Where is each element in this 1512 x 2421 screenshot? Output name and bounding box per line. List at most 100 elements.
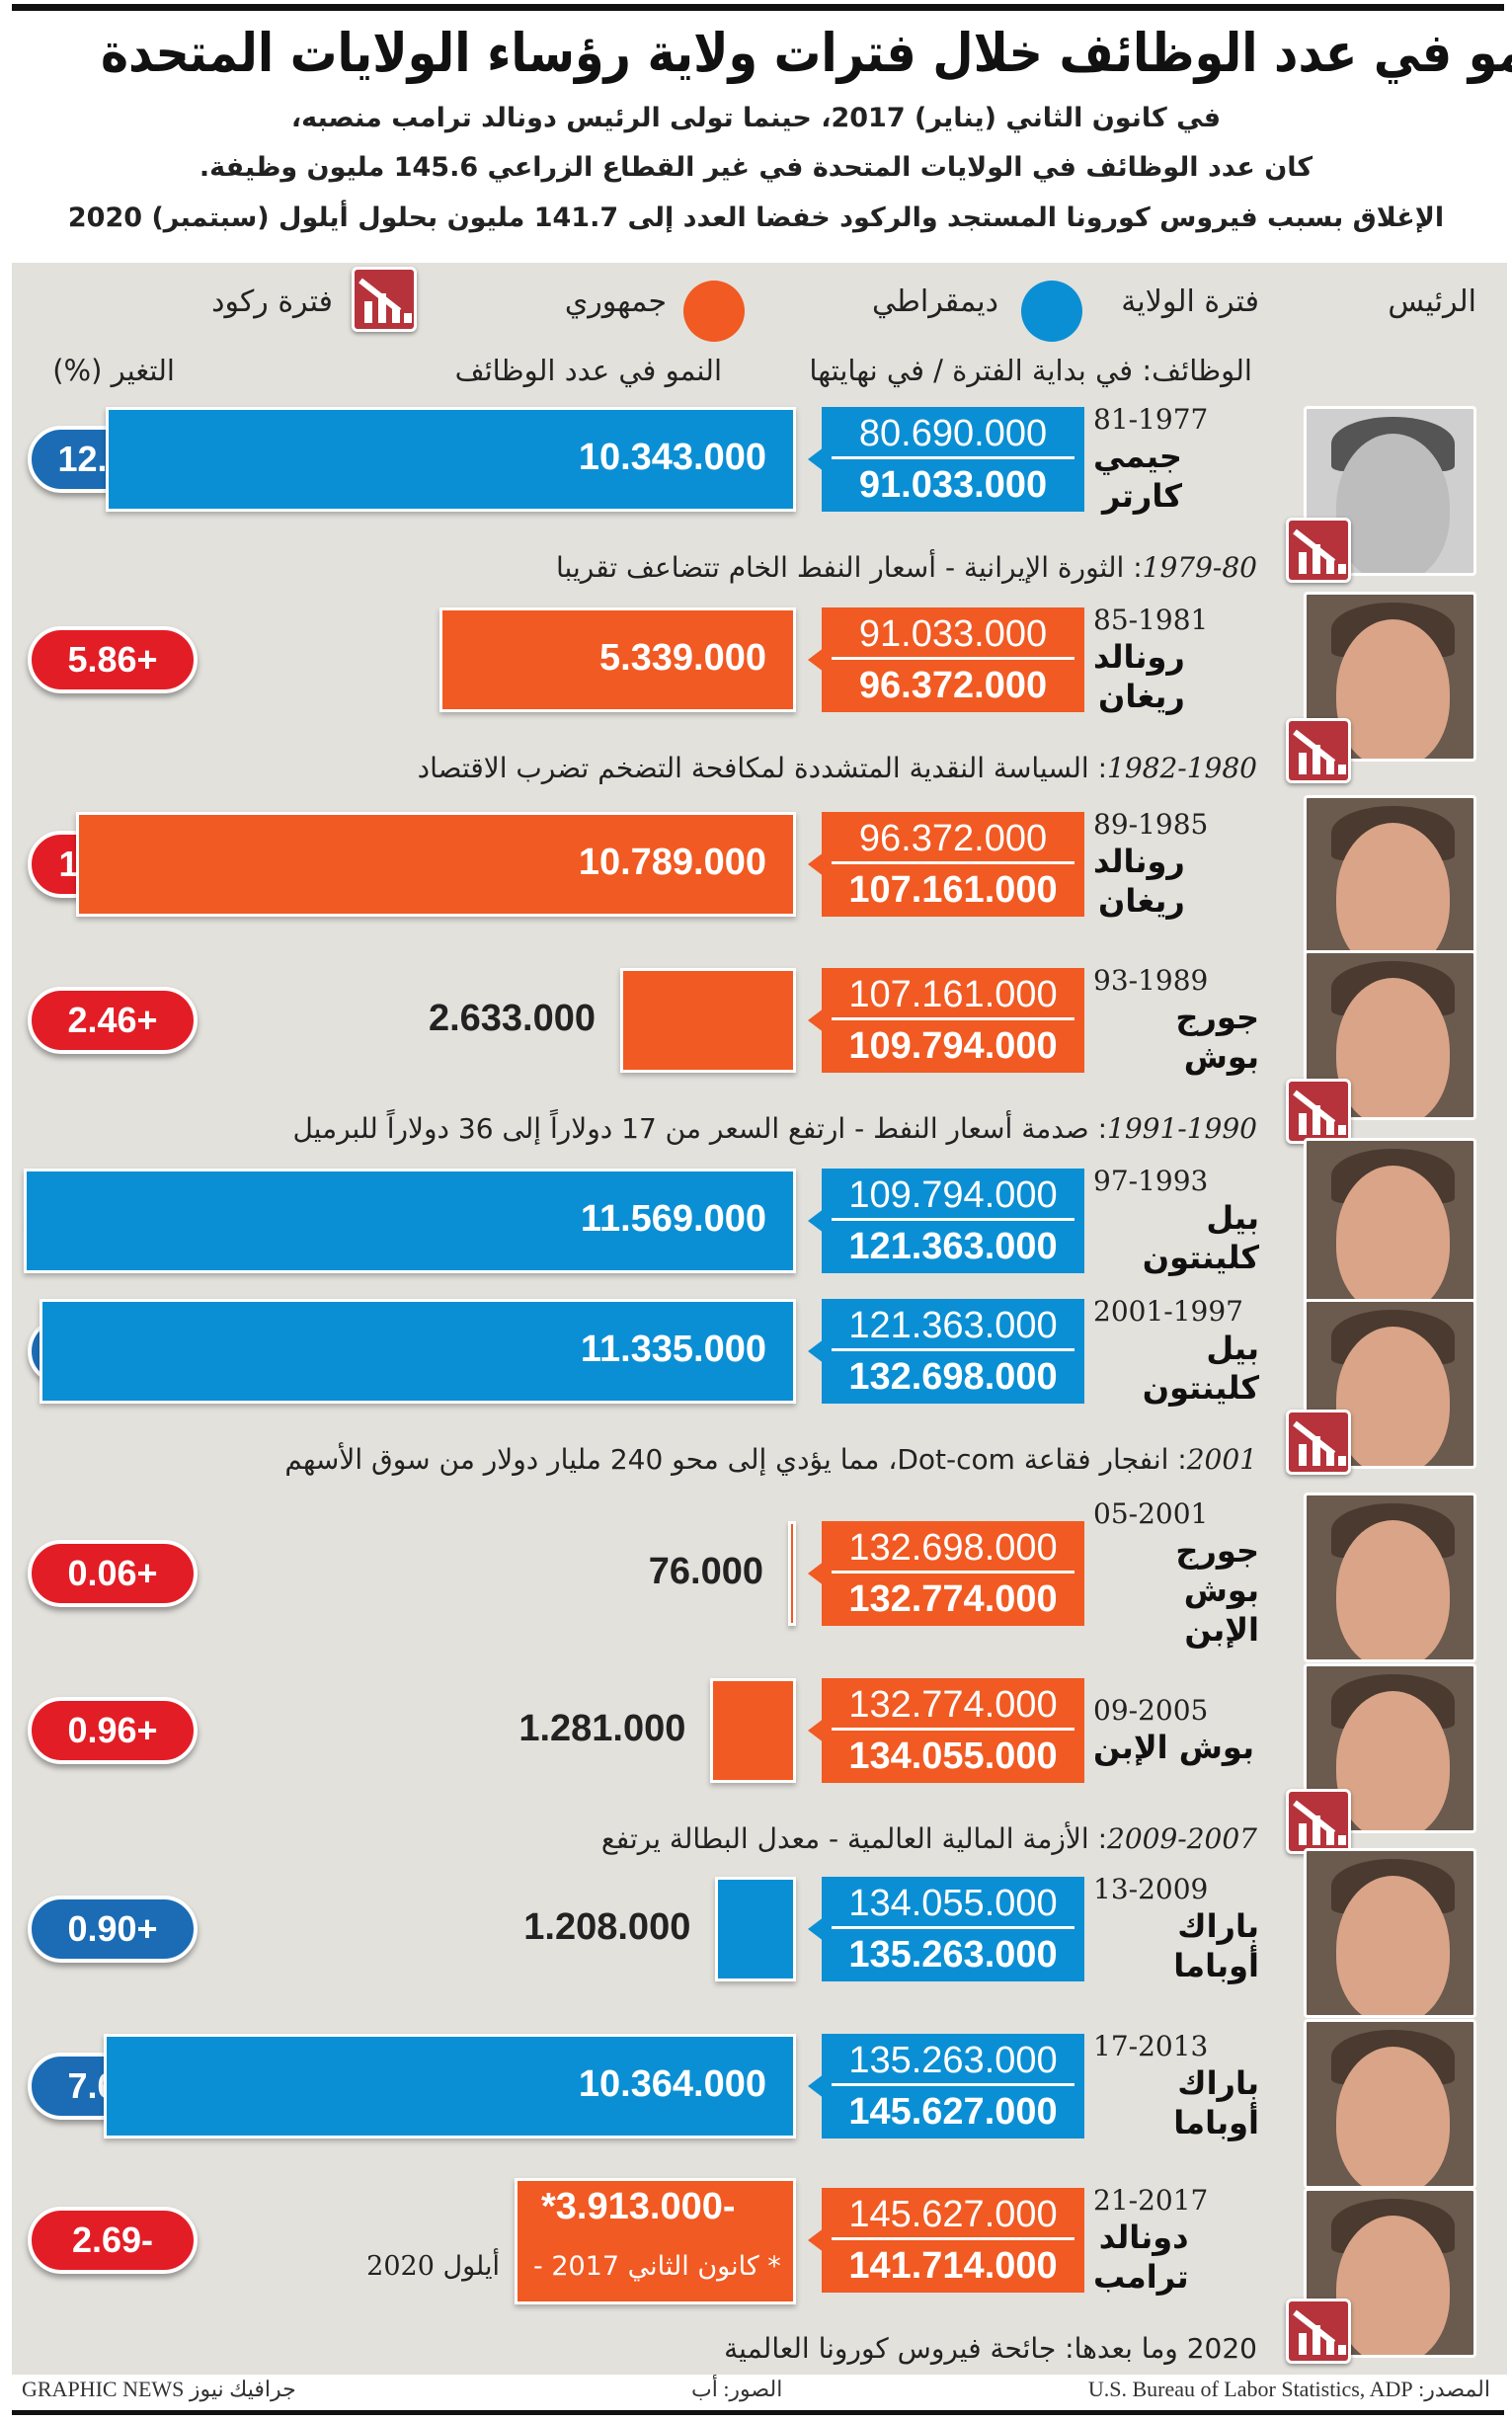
jobs-start: 80.690.000 (832, 411, 1074, 459)
legend-democrat: ديمقراطي (872, 284, 998, 319)
note-text: : انفجار فقاعة Dot-com، مما يؤدي إلى محو… (284, 1443, 1187, 1476)
jobs-box: 134.055.000 135.263.000 (808, 1877, 1084, 1981)
jobs-start: 132.698.000 (832, 1525, 1074, 1574)
president-name: باراك أوباما (1173, 2064, 1259, 2141)
growth-bar (788, 1521, 796, 1626)
jobs-end: 134.055.000 (848, 1735, 1058, 1777)
note-text: : صدمة أسعار النفط - ارتفع السعر من 17 د… (292, 1112, 1108, 1145)
column-header-growth: النمو في عدد الوظائف (454, 354, 722, 387)
growth-value: 2.633.000 (428, 998, 597, 1039)
jobs-start: 107.161.000 (832, 972, 1074, 1020)
footnote-end: أيلول 2020 (366, 2251, 500, 2282)
growth-bar (23, 1169, 796, 1273)
president-row: 2.46+ 2.633.000 107.161.000 109.794.000 … (0, 950, 1512, 1145)
president-row: 7.66+ 10.364.000 135.263.000 145.627.000… (0, 2019, 1512, 2189)
change-badge: 2.46+ (28, 987, 198, 1054)
president-row: 0.06+ 76.000 132.698.000 132.774.000 05-… (0, 1493, 1512, 1662)
president-photo (1304, 795, 1476, 965)
jobs-start: 109.794.000 (832, 1172, 1074, 1221)
change-badge: 0.90+ (28, 1896, 198, 1963)
jobs-box: 132.698.000 132.774.000 (808, 1521, 1084, 1626)
graphic-news-credit: GRAPHIC NEWS جرافيك نيوز (22, 2377, 296, 2401)
subtitle-line-3: الإغلاق بسبب فيروس كورونا المستجد والركو… (67, 202, 1445, 233)
president-label: 2001-1997 بيل كلينتون (1093, 1265, 1259, 1437)
president-label: 97-1993 بيل كلينتون (1093, 1135, 1259, 1307)
jobs-end: 141.714.000 (848, 2245, 1058, 2287)
note-text: : الأزمة المالية العالمية - معدل البطالة… (600, 1822, 1108, 1855)
term-period: 13-2009 (1093, 1873, 1209, 1905)
growth-value: 10.789.000 (578, 842, 766, 883)
subtitle-line-2-container: كان عدد الوظائف في الولايات المتحدة في غ… (0, 152, 1512, 183)
jobs-box: 109.794.000 121.363.000 (808, 1169, 1084, 1273)
jobs-box: 121.363.000 132.698.000 (808, 1299, 1084, 1404)
growth-value: 1.208.000 (523, 1906, 691, 1948)
jobs-end: 121.363.000 (848, 1226, 1058, 1267)
jobs-box: 91.033.000 96.372.000 (808, 607, 1084, 712)
column-header-jobs: الوظائف: في بداية الفترة / في نهايتها (809, 354, 1252, 387)
column-header-change: التغير (%) (52, 354, 175, 387)
president-photo (1304, 1138, 1476, 1308)
term-period: 85-1981 (1093, 604, 1209, 636)
president-name: بيل كلينتون (1142, 1330, 1259, 1407)
president-label: 21-2017 دونالد ترامب (1093, 2154, 1259, 2326)
legend-republican: جمهوري (564, 284, 667, 319)
recession-note: 1979-80: الثورة الإيرانية - أسعار النفط … (556, 551, 1257, 585)
legend-term: فترة الولاية (1121, 284, 1259, 319)
growth-bar (105, 407, 796, 512)
recession-note: 2020 وما بعدها: جائحة فيروس كورونا العال… (724, 2332, 1257, 2366)
growth-bar (715, 1877, 796, 1981)
president-row: 2.69- *3.913.000- 145.627.000 141.714.00… (0, 2178, 1512, 2365)
jobs-end: 107.161.000 (848, 869, 1058, 911)
change-badge: 5.86+ (28, 626, 198, 693)
president-row: 9.34+ 11.335.000 121.363.000 132.698.000… (0, 1295, 1512, 1476)
president-label: 17-2013 باراك أوباما (1093, 2000, 1259, 2172)
jobs-start: 121.363.000 (832, 1303, 1074, 1351)
president-label: 89-1985 رونالد ريغان (1093, 778, 1259, 950)
president-label: 09-2005 بوش الإبن (1093, 1645, 1259, 1816)
page-title: النمو في عدد الوظائف خلال فترات ولاية رؤ… (100, 22, 1512, 84)
photo-credit: الصور: أب (691, 2377, 783, 2401)
jobs-box: 107.161.000 109.794.000 (808, 968, 1084, 1073)
jobs-box: 96.372.000 107.161.000 (808, 812, 1084, 917)
footnote: * كانون الثاني 2017 - (533, 2251, 781, 2282)
subtitle-line-1: في كانون الثاني (يناير) 2017، حينما تولى… (290, 103, 1222, 133)
jobs-box: 145.627.000 141.714.000 (808, 2188, 1084, 2293)
president-name: رونالد ريغان (1093, 638, 1185, 715)
jobs-start: 135.263.000 (832, 2038, 1074, 2086)
term-period: 97-1993 (1093, 1165, 1209, 1197)
top-rule (12, 4, 1504, 11)
jobs-end: 145.627.000 (848, 2091, 1058, 2133)
president-row: 0.90+ 1.208.000 134.055.000 135.263.000 … (0, 1848, 1512, 2018)
president-name: بوش الإبن (1093, 1729, 1254, 1766)
note-text: : الثورة الإيرانية - أسعار النفط الخام ت… (555, 551, 1143, 584)
note-year: 1991-1990 (1107, 1112, 1257, 1145)
change-badge: 0.06+ (28, 1540, 198, 1607)
growth-value: 1.281.000 (518, 1708, 686, 1749)
note-text: : السياسة النقدية المتشددة لمكافحة التضخ… (417, 752, 1108, 784)
jobs-end: 96.372.000 (858, 665, 1048, 706)
president-row: 12.82+ 10.343.000 80.690.000 91.033.000 … (0, 403, 1512, 584)
growth-value: 10.364.000 (578, 2063, 766, 2105)
president-photo (1304, 2019, 1476, 2189)
recession-note: 2001: انفجار فقاعة Dot-com، مما يؤدي إلى… (284, 1443, 1257, 1477)
term-period: 93-1989 (1093, 964, 1209, 997)
growth-bar (75, 812, 796, 917)
growth-value: 11.569.000 (580, 1198, 766, 1240)
note-year: 2009-2007 (1107, 1822, 1257, 1855)
growth-bar (39, 1299, 796, 1404)
president-row: 10.54+ 11.569.000 109.794.000 121.363.00… (0, 1138, 1512, 1308)
term-period: 09-2005 (1093, 1694, 1209, 1727)
president-photo (1304, 1848, 1476, 2018)
president-name: رونالد ريغان (1093, 843, 1185, 920)
president-label: 13-2009 باراك أوباما (1093, 1843, 1259, 2015)
growth-value: 76.000 (648, 1551, 763, 1592)
president-name: دونالد ترامب (1093, 2219, 1189, 2296)
recession-icon (1286, 1410, 1351, 1475)
title-container: النمو في عدد الوظائف خلال فترات ولاية رؤ… (0, 22, 1512, 84)
subtitle-line-1-container: في كانون الثاني (يناير) 2017، حينما تولى… (0, 103, 1512, 133)
president-row: 0.96+ 1.281.000 132.774.000 134.055.000 … (0, 1663, 1512, 1855)
growth-bar (439, 607, 796, 712)
jobs-end: 91.033.000 (858, 464, 1048, 506)
growth-bar (104, 2034, 796, 2139)
president-name: جورج بوش الإبن (1175, 1532, 1259, 1649)
